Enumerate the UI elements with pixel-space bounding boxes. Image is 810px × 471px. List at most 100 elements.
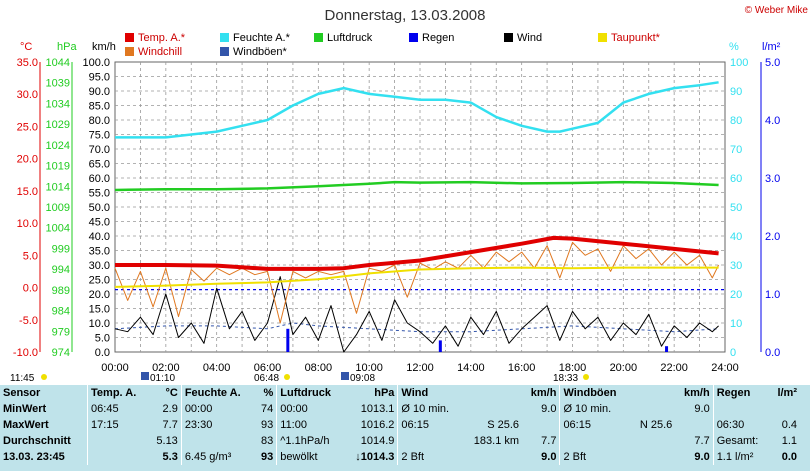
chart-legend: Temp. A.* Feuchte A.* Luftdruck Regen Wind Ta… bbox=[125, 32, 661, 58]
y-tick-label: 45.0 bbox=[89, 217, 110, 229]
y-tick-label: 1044 bbox=[46, 57, 70, 69]
legend-swatch bbox=[598, 33, 607, 42]
y-tick-label: 0.0 bbox=[95, 347, 110, 359]
y-tick-label: 1024 bbox=[46, 140, 70, 152]
y-tick-label: 40.0 bbox=[89, 231, 110, 243]
y-tick-label: 30.0 bbox=[89, 260, 110, 272]
rain-bar bbox=[665, 346, 669, 352]
y-tick-label: 1019 bbox=[46, 161, 70, 173]
stats-row-current: 13.03. 23:45 5.3 6.45 g/m³ 93 bewölkt ↓1… bbox=[0, 449, 800, 465]
sun-icon bbox=[41, 374, 47, 380]
stats-cell: 1014.9 bbox=[360, 435, 395, 447]
y-tick-label: 70.0 bbox=[89, 144, 110, 156]
y-tick-label: -10.0 bbox=[13, 347, 38, 359]
y-tick-label: 1014 bbox=[46, 181, 70, 193]
stats-cell: 7.7 bbox=[162, 419, 178, 431]
y-tick-label: 1009 bbox=[46, 202, 70, 214]
x-tick-label: 00:00 bbox=[101, 362, 129, 374]
y-axis-unit: % bbox=[729, 41, 739, 53]
time-events: 11:45 01:10 06:48 09:08 18:33 bbox=[10, 372, 589, 384]
rain-bar bbox=[286, 328, 290, 352]
stats-cell: 2.9 bbox=[162, 403, 178, 415]
legend-label: Feuchte A.* bbox=[233, 32, 291, 44]
stats-row-label: MinWert bbox=[3, 403, 47, 415]
stats-cell bbox=[397, 433, 462, 449]
stats-cell: 23:30 bbox=[180, 417, 255, 433]
legend-swatch bbox=[314, 33, 323, 42]
stats-cell: 0.4 bbox=[781, 419, 797, 431]
y-axis-unit: °C bbox=[20, 41, 32, 53]
y-tick-label: 1.0 bbox=[765, 289, 780, 301]
stats-row: MinWert 06:45 2.9 00:00 74 00:00 1013.1 … bbox=[0, 401, 800, 417]
stats-cell: bewölkt bbox=[276, 449, 345, 465]
stats-cell bbox=[770, 401, 800, 417]
y-tick-label: 999 bbox=[52, 243, 70, 255]
stats-cell: 9.0 bbox=[694, 403, 710, 415]
stats-cell: 9.0 bbox=[541, 403, 557, 415]
stats-header-cell: Wind bbox=[397, 385, 462, 401]
y-tick-label: 0.0 bbox=[23, 283, 38, 295]
chart-title: Donnerstag, 13.03.2008 bbox=[325, 7, 486, 24]
event-label: 11:45 bbox=[10, 373, 35, 384]
stats-cell: 1016.2 bbox=[360, 419, 395, 431]
x-tick-label: 10:00 bbox=[355, 362, 383, 374]
legend-label: Windböen* bbox=[233, 46, 288, 58]
stats-cell: 0.0 bbox=[781, 451, 797, 463]
y-tick-label: 1039 bbox=[46, 78, 70, 90]
y-tick-label: 989 bbox=[52, 285, 70, 297]
y-tick-label: 974 bbox=[52, 347, 70, 359]
stats-cell: 93 bbox=[261, 419, 274, 431]
x-tick-label: 18:00 bbox=[559, 362, 587, 374]
stats-cell: 1.1 l/m² bbox=[712, 449, 770, 465]
y-axis-unit: km/h bbox=[92, 41, 116, 53]
y-tick-label: 20 bbox=[730, 289, 742, 301]
stats-header-cell: Sensor bbox=[3, 387, 41, 399]
y-tick-label: 15.0 bbox=[17, 186, 38, 198]
y-tick-label: 994 bbox=[52, 264, 70, 276]
x-tick-label: 22:00 bbox=[660, 362, 688, 374]
stats-cell: ↓1014.3 bbox=[355, 451, 395, 463]
y-tick-label: 984 bbox=[52, 306, 70, 318]
y-tick-label: 35.0 bbox=[17, 57, 38, 69]
y-tick-label: 100.0 bbox=[82, 57, 110, 69]
y-axis-unit: l/m² bbox=[762, 41, 781, 53]
stats-row-label: MaxWert bbox=[3, 419, 49, 431]
stats-header-cell: Temp. A. bbox=[87, 385, 149, 401]
series-line-wind bbox=[114, 276, 719, 353]
stats-cell: 06:15 bbox=[397, 417, 462, 433]
stats-cell: N 25.6 bbox=[639, 419, 673, 431]
legend-swatch bbox=[409, 33, 418, 42]
stats-cell: 1.1 bbox=[781, 435, 797, 447]
stats-cell: 2 Bft bbox=[397, 449, 462, 465]
stats-cell: 5.3 bbox=[162, 451, 178, 463]
stats-header-cell: km/h bbox=[684, 387, 710, 399]
y-tick-label: 10.0 bbox=[17, 218, 38, 230]
stats-header-cell: °C bbox=[165, 387, 178, 399]
y-tick-label: -5.0 bbox=[19, 315, 38, 327]
y-tick-label: 15.0 bbox=[89, 304, 110, 316]
legend-label: Wind bbox=[517, 32, 542, 44]
y-tick-label: 35.0 bbox=[89, 246, 110, 258]
moon-icon bbox=[341, 372, 349, 380]
y-tick-label: 1004 bbox=[46, 223, 70, 235]
stats-panel: Sensor Temp. A. °C Feuchte A. % Luftdruc… bbox=[0, 385, 810, 471]
stats-cell bbox=[87, 449, 149, 465]
legend-swatch bbox=[504, 33, 513, 42]
x-tick-label: 20:00 bbox=[610, 362, 638, 374]
stats-cell: 7.7 bbox=[694, 435, 710, 447]
stats-header-cell: % bbox=[263, 387, 274, 399]
weather-chart: 35.0 30.0 25.0 20.0 15.0 10.0 5.0 0.0 -5.0 -10.0 °… bbox=[10, 5, 809, 384]
stats-header-cell: Luftdruck bbox=[276, 385, 345, 401]
stats-cell: 2 Bft bbox=[559, 449, 631, 465]
sun-icon bbox=[284, 374, 290, 380]
stats-cell: 11:00 bbox=[276, 417, 345, 433]
y-tick-label: 60 bbox=[730, 173, 742, 185]
y-tick-label: 85.0 bbox=[89, 101, 110, 113]
series-line-pressure bbox=[114, 180, 719, 192]
legend-label: Temp. A.* bbox=[138, 32, 186, 44]
stats-cell bbox=[675, 417, 713, 433]
stats-header-row: Sensor Temp. A. °C Feuchte A. % Luftdruc… bbox=[0, 385, 800, 401]
event-label: 09:08 bbox=[350, 373, 375, 384]
series-line-temp bbox=[115, 235, 719, 271]
y-tick-label: 20.0 bbox=[89, 289, 110, 301]
